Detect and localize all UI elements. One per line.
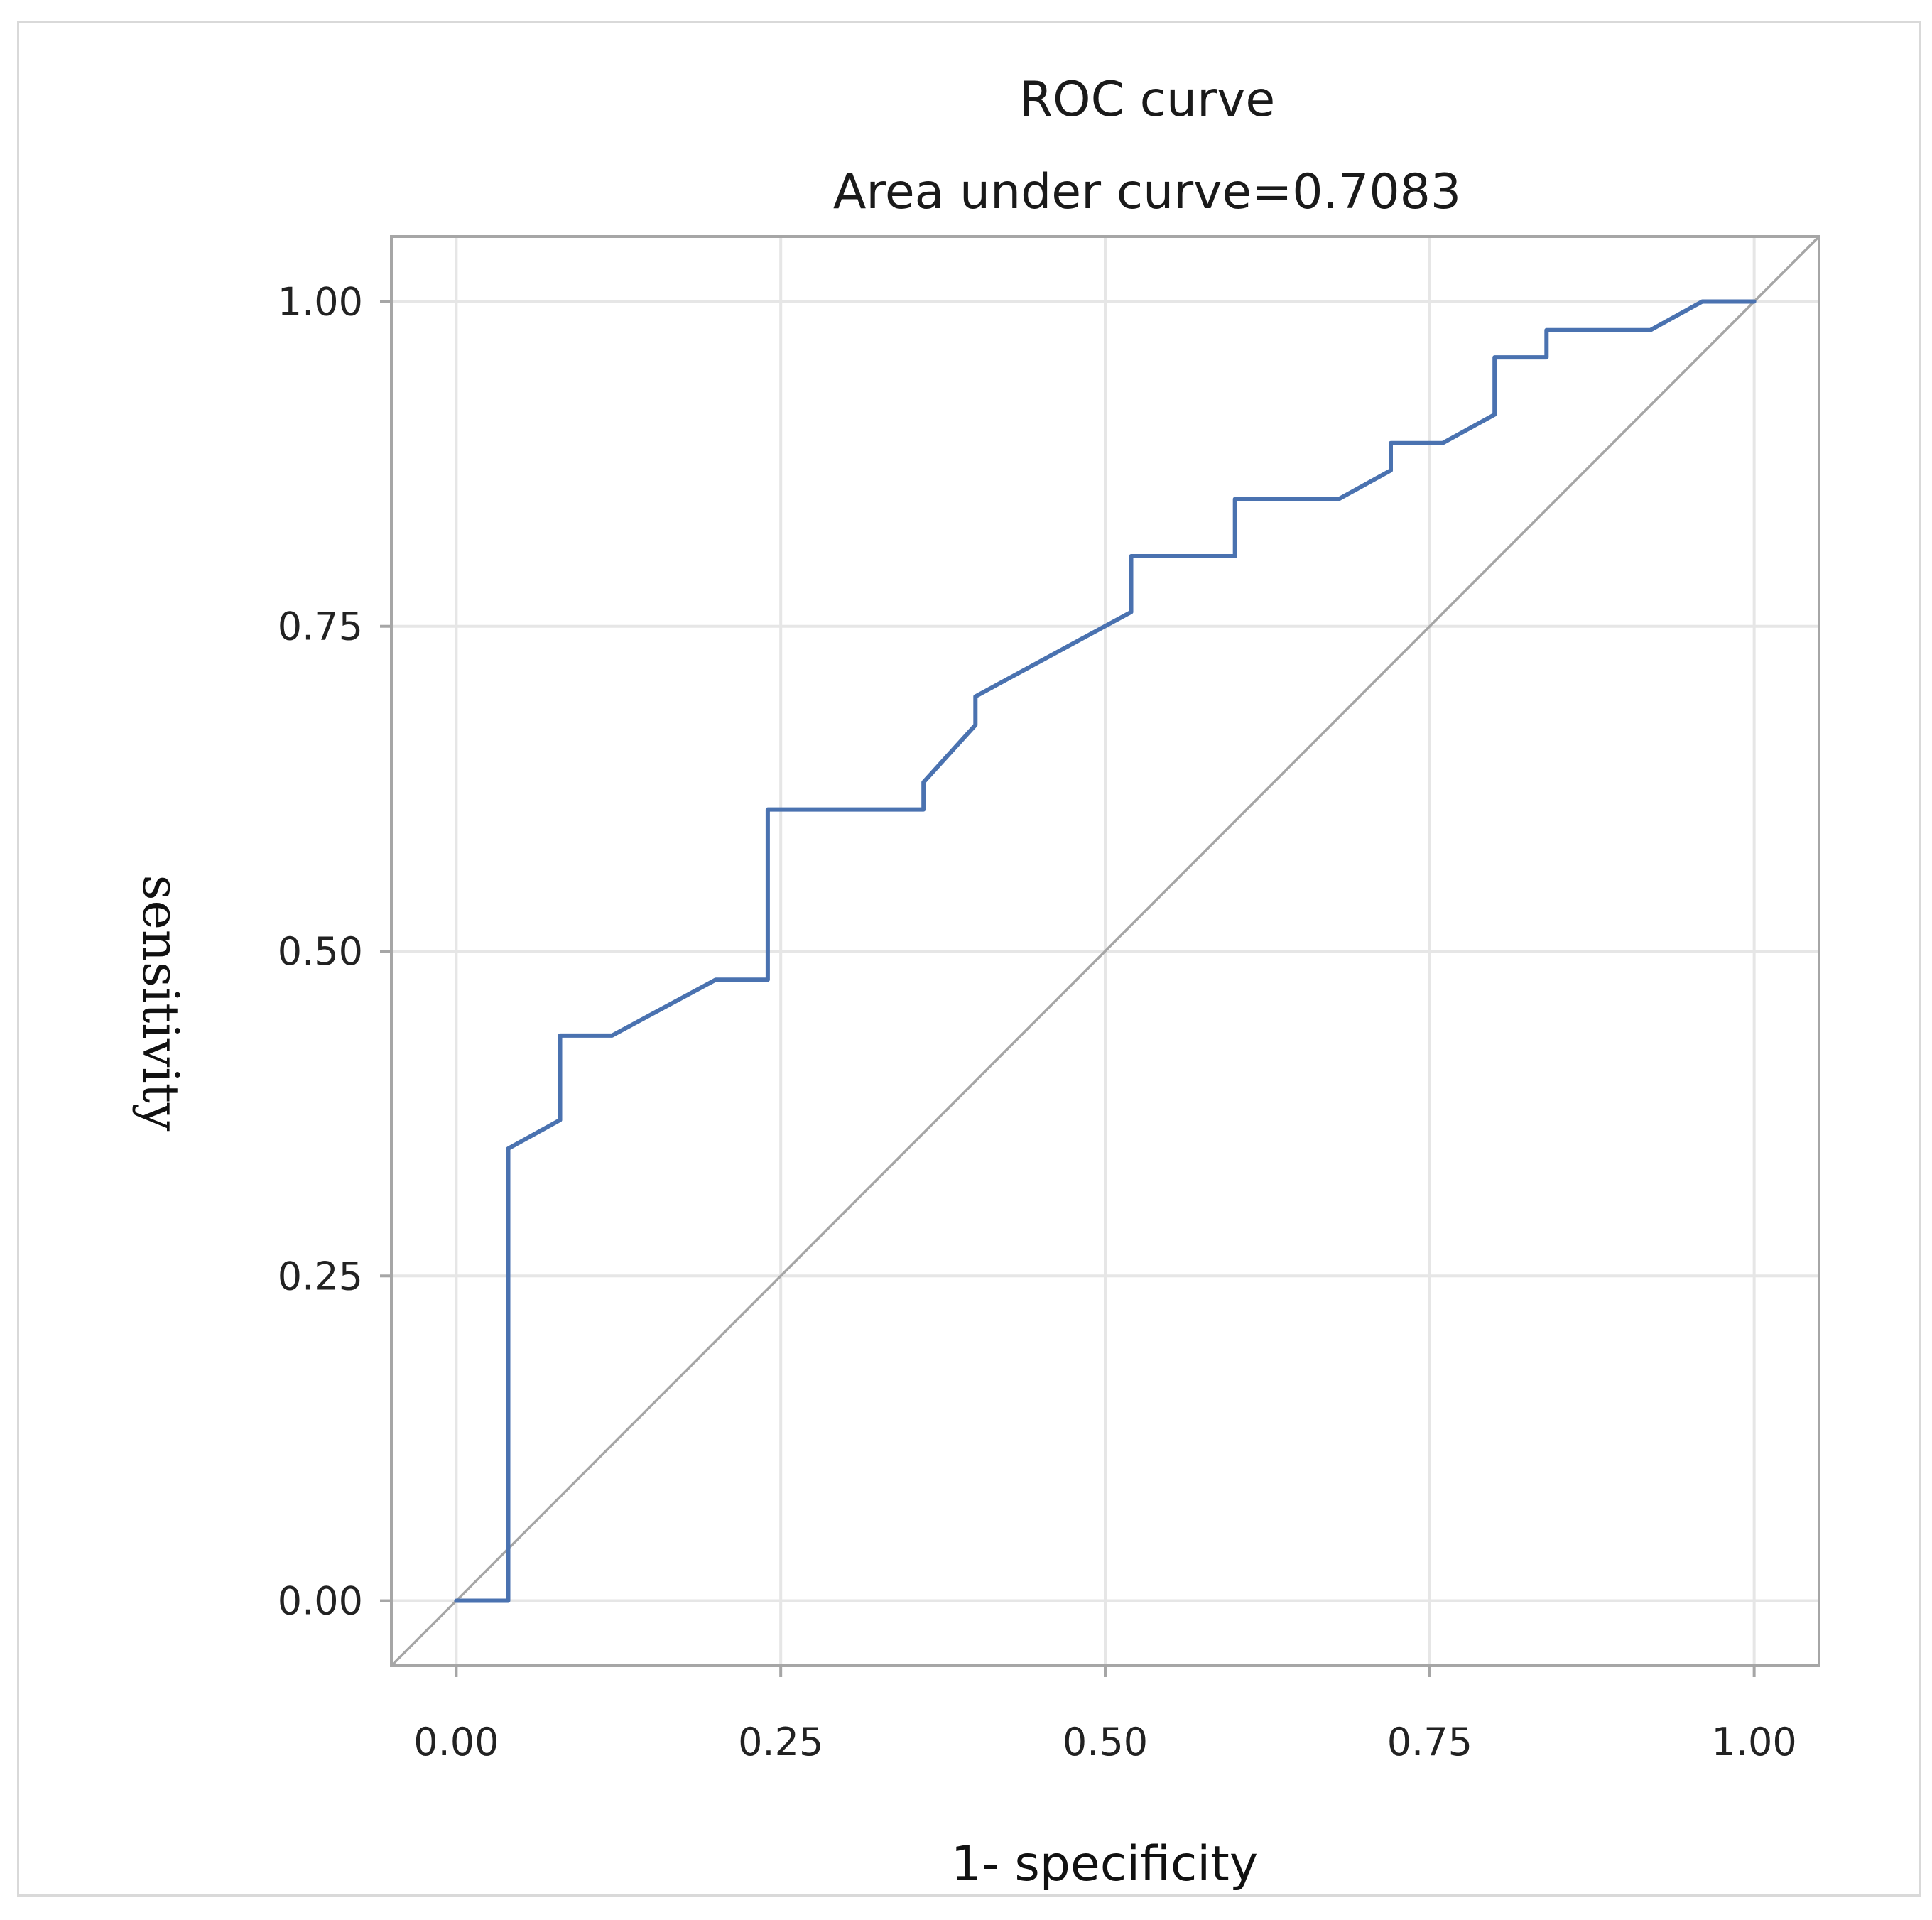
chart-subtitle: Area under curve=0.7083 <box>833 164 1461 220</box>
roc-curve-line <box>454 299 1757 1603</box>
x-axis-label: 1- specificity <box>951 1836 1258 1892</box>
x-tick-label: 0.50 <box>1063 1720 1148 1764</box>
y-tick-label: 0.75 <box>278 604 363 649</box>
y-tick-label: 1.00 <box>278 279 363 324</box>
reference-diagonal-line <box>390 235 1820 1667</box>
chart-title: ROC curve <box>1019 72 1275 128</box>
x-tick-label: 1.00 <box>1712 1720 1797 1764</box>
y-tick-label: 0.50 <box>278 929 363 974</box>
y-tick-label: 0.00 <box>278 1579 363 1624</box>
y-axis-ticks: 0.00 0.25 0.50 0.75 1.00 <box>278 279 391 1624</box>
x-tick-label: 0.00 <box>413 1720 499 1764</box>
y-axis-label: sensitivity <box>131 875 190 1132</box>
x-tick-label: 0.75 <box>1387 1720 1472 1764</box>
x-axis-ticks: 0.00 0.25 0.50 0.75 1.00 <box>413 1666 1797 1764</box>
x-tick-label: 0.25 <box>738 1720 823 1764</box>
y-tick-label: 0.25 <box>278 1254 363 1298</box>
reference-layer <box>390 235 1820 1667</box>
curve-layer <box>454 299 1757 1603</box>
